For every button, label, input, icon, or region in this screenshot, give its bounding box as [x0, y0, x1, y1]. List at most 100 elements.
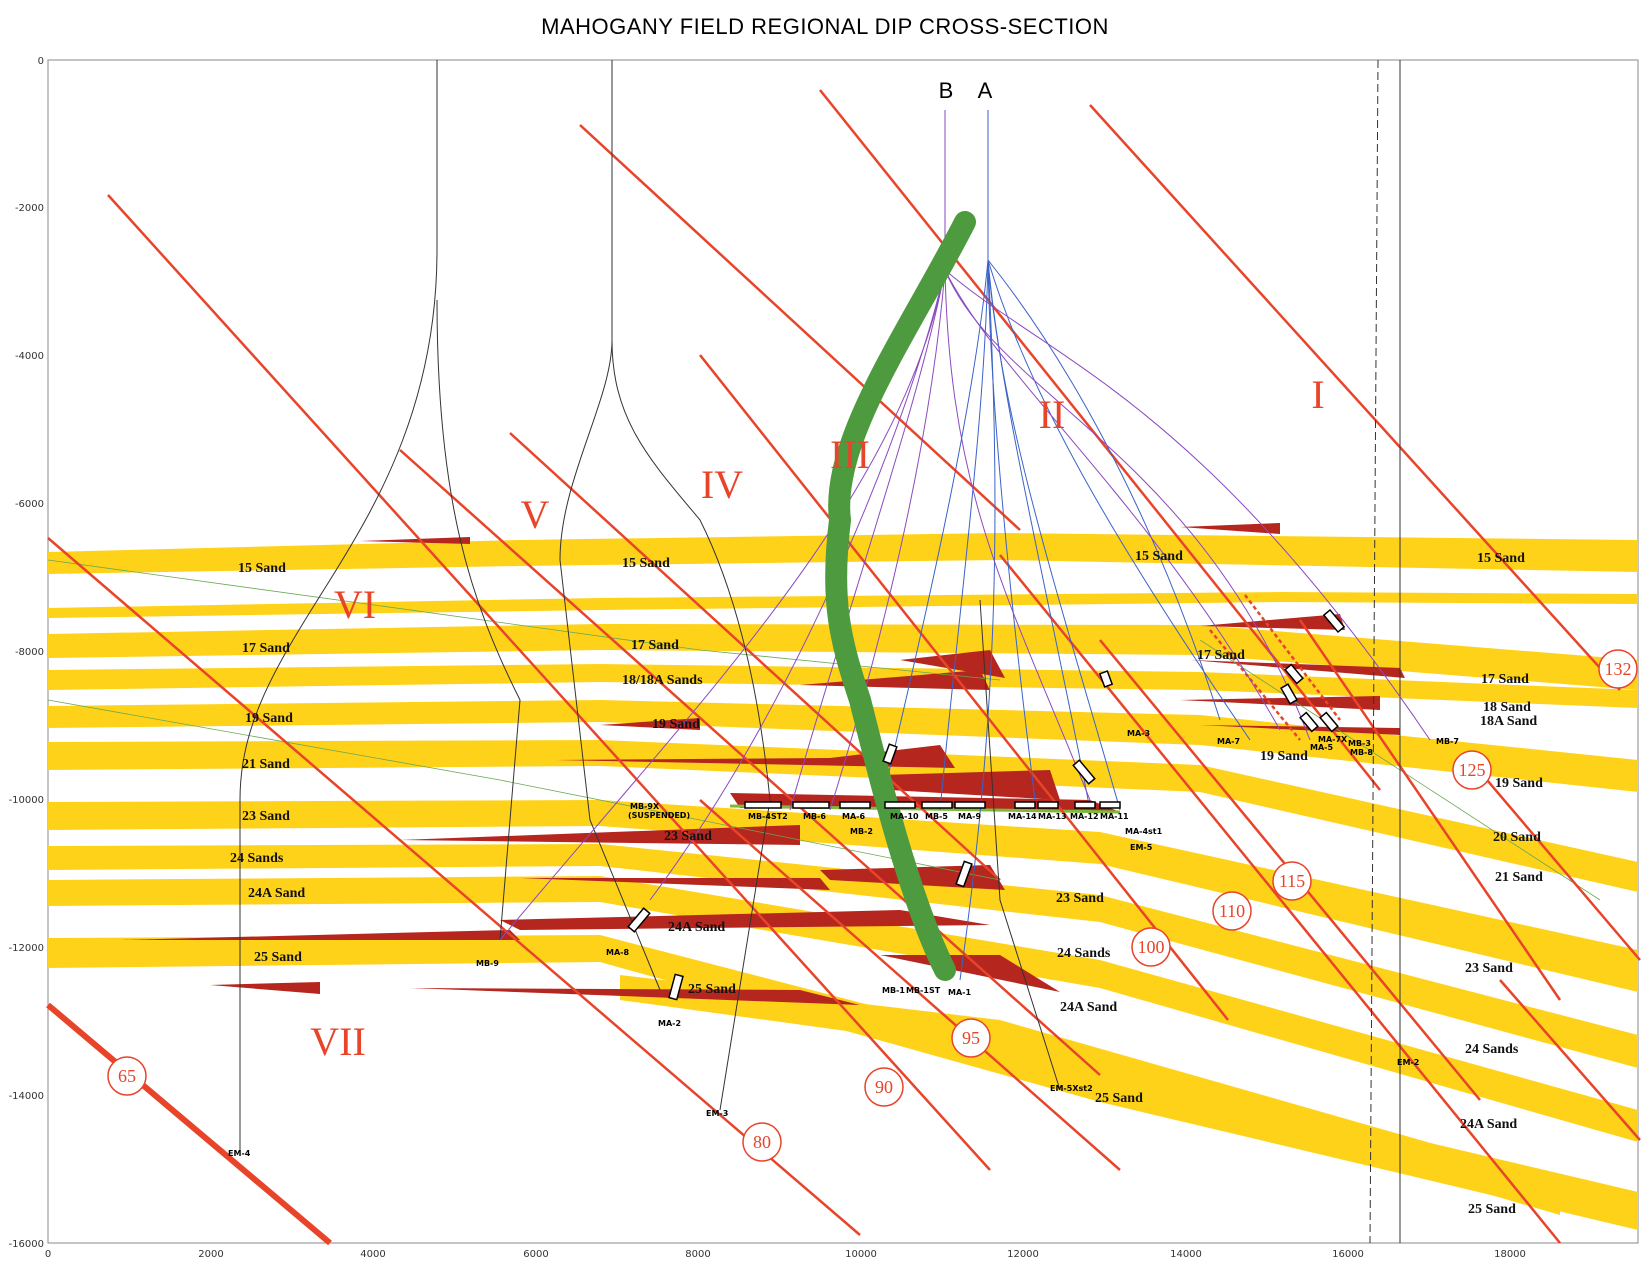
sand-label: 24 Sands	[230, 851, 284, 866]
well-label: MB-5	[925, 812, 948, 821]
well-label: EM-3	[706, 1109, 728, 1118]
sand-label: 25 Sand	[1468, 1202, 1516, 1217]
block-label: II	[1039, 392, 1066, 437]
y-tick: -14000	[9, 1091, 44, 1102]
svg-text:115: 115	[1279, 871, 1305, 891]
sand-label: 24A Sand	[668, 920, 725, 935]
block-label: V	[521, 492, 550, 537]
sand-23	[48, 800, 1638, 992]
y-axis: 0 -2000 -4000 -6000 -8000 -10000 -12000 …	[9, 56, 44, 1250]
sand-19	[48, 700, 1638, 792]
dashed-faults	[1209, 594, 1341, 741]
sand-label: 21 Sand	[242, 757, 290, 772]
well-label: MA-9	[958, 812, 981, 821]
sand-18	[48, 664, 1638, 708]
fault-95b	[699, 354, 1229, 1021]
sand-label: 23 Sand	[664, 829, 712, 844]
fault-80	[107, 194, 991, 1171]
svg-text:65: 65	[118, 1066, 136, 1086]
block-label: I	[1311, 372, 1324, 417]
platform-a-wells	[879, 110, 1251, 981]
y-tick: -12000	[9, 943, 44, 954]
svg-text:125: 125	[1459, 760, 1486, 780]
faults	[46, 89, 1641, 1246]
y-tick: -4000	[15, 351, 44, 362]
block-label: VII	[310, 1019, 366, 1064]
well-label: MA-14	[1008, 812, 1037, 821]
well-label: MA-11	[1100, 812, 1129, 821]
x-tick: 0	[45, 1249, 51, 1260]
sand-label: 17 Sand	[631, 638, 679, 653]
fault-number: 110	[1212, 891, 1252, 931]
svg-text:100: 100	[1138, 937, 1165, 957]
fault-110	[1089, 104, 1621, 691]
well-label: MB-9	[476, 959, 499, 968]
x-tick: 12000	[1007, 1249, 1039, 1260]
sand-24	[48, 844, 1638, 1068]
well-label: MA-1	[948, 988, 971, 997]
fault-right-a	[1469, 759, 1641, 961]
sand-label: 15 Sand	[238, 561, 286, 576]
sand-label: 23 Sand	[1056, 891, 1104, 906]
sand-label: 19 Sand	[1495, 776, 1543, 791]
fault-lower	[699, 799, 1121, 1171]
fault-number: 115	[1272, 861, 1312, 901]
x-tick: 14000	[1170, 1249, 1202, 1260]
sand-21	[48, 740, 1638, 892]
fault-number: 125	[1452, 750, 1492, 790]
well-em4-path	[239, 60, 438, 1150]
x-tick: 18000	[1494, 1249, 1526, 1260]
well-label: MA-3	[1127, 729, 1150, 738]
block-label: VI	[334, 582, 376, 627]
sand-label: 24A Sand	[1460, 1117, 1517, 1132]
sand-label: 15 Sand	[1477, 551, 1525, 566]
well-label: MB-9X	[630, 802, 660, 811]
well-label: MA-13	[1038, 812, 1067, 821]
sand-label: 17 Sand	[242, 641, 290, 656]
well-dashed-path	[1369, 59, 1379, 1244]
fault-number: 65	[107, 1056, 147, 1096]
sand-17	[48, 624, 1638, 690]
fault-vii-top	[47, 537, 861, 1236]
sand-label: 15 Sand	[622, 556, 670, 571]
svg-text:90: 90	[875, 1077, 893, 1097]
fault-115	[999, 554, 1561, 1244]
block-label: III	[830, 432, 870, 477]
fault-mid	[399, 449, 1101, 1076]
well-label: MB-8	[1350, 748, 1373, 757]
sand-label: 18/18A Sands	[622, 673, 703, 688]
sand-label: 24A Sand	[248, 886, 305, 901]
fault-number: 90	[864, 1067, 904, 1107]
sand-label: 21 Sand	[1495, 870, 1543, 885]
fault-number: 80	[742, 1122, 782, 1162]
well-label: MA-8	[606, 948, 629, 957]
fault-right-b	[1499, 979, 1641, 1141]
y-tick: -10000	[9, 795, 44, 806]
well-em5xst2-path	[979, 599, 1061, 1091]
x-tick: 4000	[360, 1249, 385, 1260]
well-label: MA-4st1	[1125, 827, 1163, 836]
well-em3-path	[559, 339, 661, 991]
platform-b-label: B	[939, 78, 954, 103]
svg-text:110: 110	[1219, 901, 1245, 921]
well-label: MB-1ST	[906, 986, 941, 995]
x-axis: 0 2000 4000 6000 8000 10000 12000 14000 …	[45, 1249, 1526, 1260]
well-mb9-path	[436, 299, 521, 941]
sand-label: 20 Sand	[1493, 830, 1541, 845]
sand-25	[48, 935, 1638, 1230]
well-label: EM-2	[1397, 1058, 1419, 1067]
well-label: MA-7X	[1318, 735, 1348, 744]
y-tick: -8000	[15, 647, 44, 658]
well-label: (SUSPENDED)	[628, 811, 690, 820]
planned-trajectory	[825, 211, 976, 981]
well-label: MB-2	[850, 827, 873, 836]
fault-number: 100	[1131, 927, 1171, 967]
sand-label: 18 Sand	[1483, 700, 1531, 715]
offset-wells	[239, 60, 1401, 1243]
x-tick: 2000	[198, 1249, 223, 1260]
x-tick: 16000	[1332, 1249, 1364, 1260]
y-tick: -2000	[15, 203, 44, 214]
section-title: MAHOGANY FIELD REGIONAL DIP CROSS-SECTIO…	[541, 14, 1109, 39]
fault-number-labels: 65 80 90 95 100 110 115 125 132	[107, 649, 1638, 1162]
sand-labels: 15 Sand 15 Sand 15 Sand 15 Sand 17 Sand …	[230, 549, 1543, 1217]
